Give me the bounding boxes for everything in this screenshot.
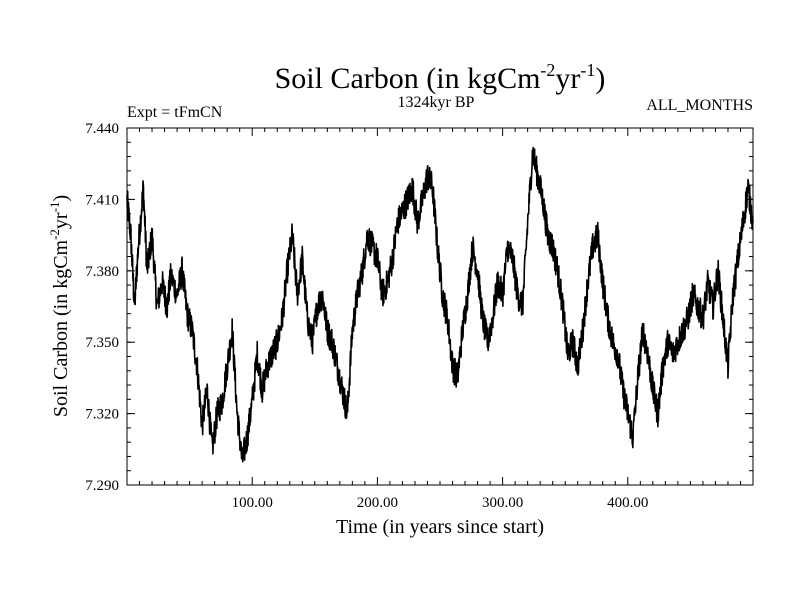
ylabel-sup-1: -2 [47, 229, 62, 240]
y-tick-label: 7.350 [85, 335, 119, 351]
x-tick-label: 300.00 [482, 495, 523, 511]
chart-title: Soil Carbon (in kgCm-2yr-1) [275, 60, 606, 95]
x-axis-ticks: 100.00 200.00 300.00 400.00 [139, 128, 741, 511]
x-tick-label: 200.00 [357, 495, 398, 511]
y-tick-label: 7.440 [85, 121, 119, 137]
series-group [126, 146, 754, 463]
x-axis-label: Time (in years since start) [336, 516, 544, 538]
y-tick-label: 7.290 [85, 478, 119, 494]
title-sup-2: -1 [580, 60, 595, 80]
y-axis-ticks: 7.290 7.320 7.350 7.380 7.410 7.440 [85, 121, 753, 494]
series-line-0 [126, 146, 754, 463]
x-tick-label: 400.00 [607, 495, 648, 511]
title-sup-1: -2 [540, 60, 555, 80]
title-base: Soil Carbon (in kgCm [275, 62, 541, 95]
y-tick-label: 7.410 [85, 192, 119, 208]
subtitle-center: 1324kyr BP [398, 94, 475, 111]
ylabel-end: ) [50, 195, 72, 202]
title-end: ) [595, 62, 605, 95]
y-axis-label: Soil Carbon (in kgCm-2yr-1) [47, 195, 72, 417]
y-tick-label: 7.380 [85, 264, 119, 280]
x-tick-label: 100.00 [232, 495, 273, 511]
subtitle-right: ALL_MONTHS [646, 97, 753, 114]
ylabel-sup-2: -1 [47, 202, 62, 213]
ylabel-mid: yr [50, 212, 72, 229]
y-tick-label: 7.320 [85, 407, 119, 423]
ylabel-base: Soil Carbon (in kgCm [50, 239, 72, 417]
subtitle-left: Expt = tFmCN [127, 104, 223, 121]
title-mid: yr [555, 62, 580, 95]
